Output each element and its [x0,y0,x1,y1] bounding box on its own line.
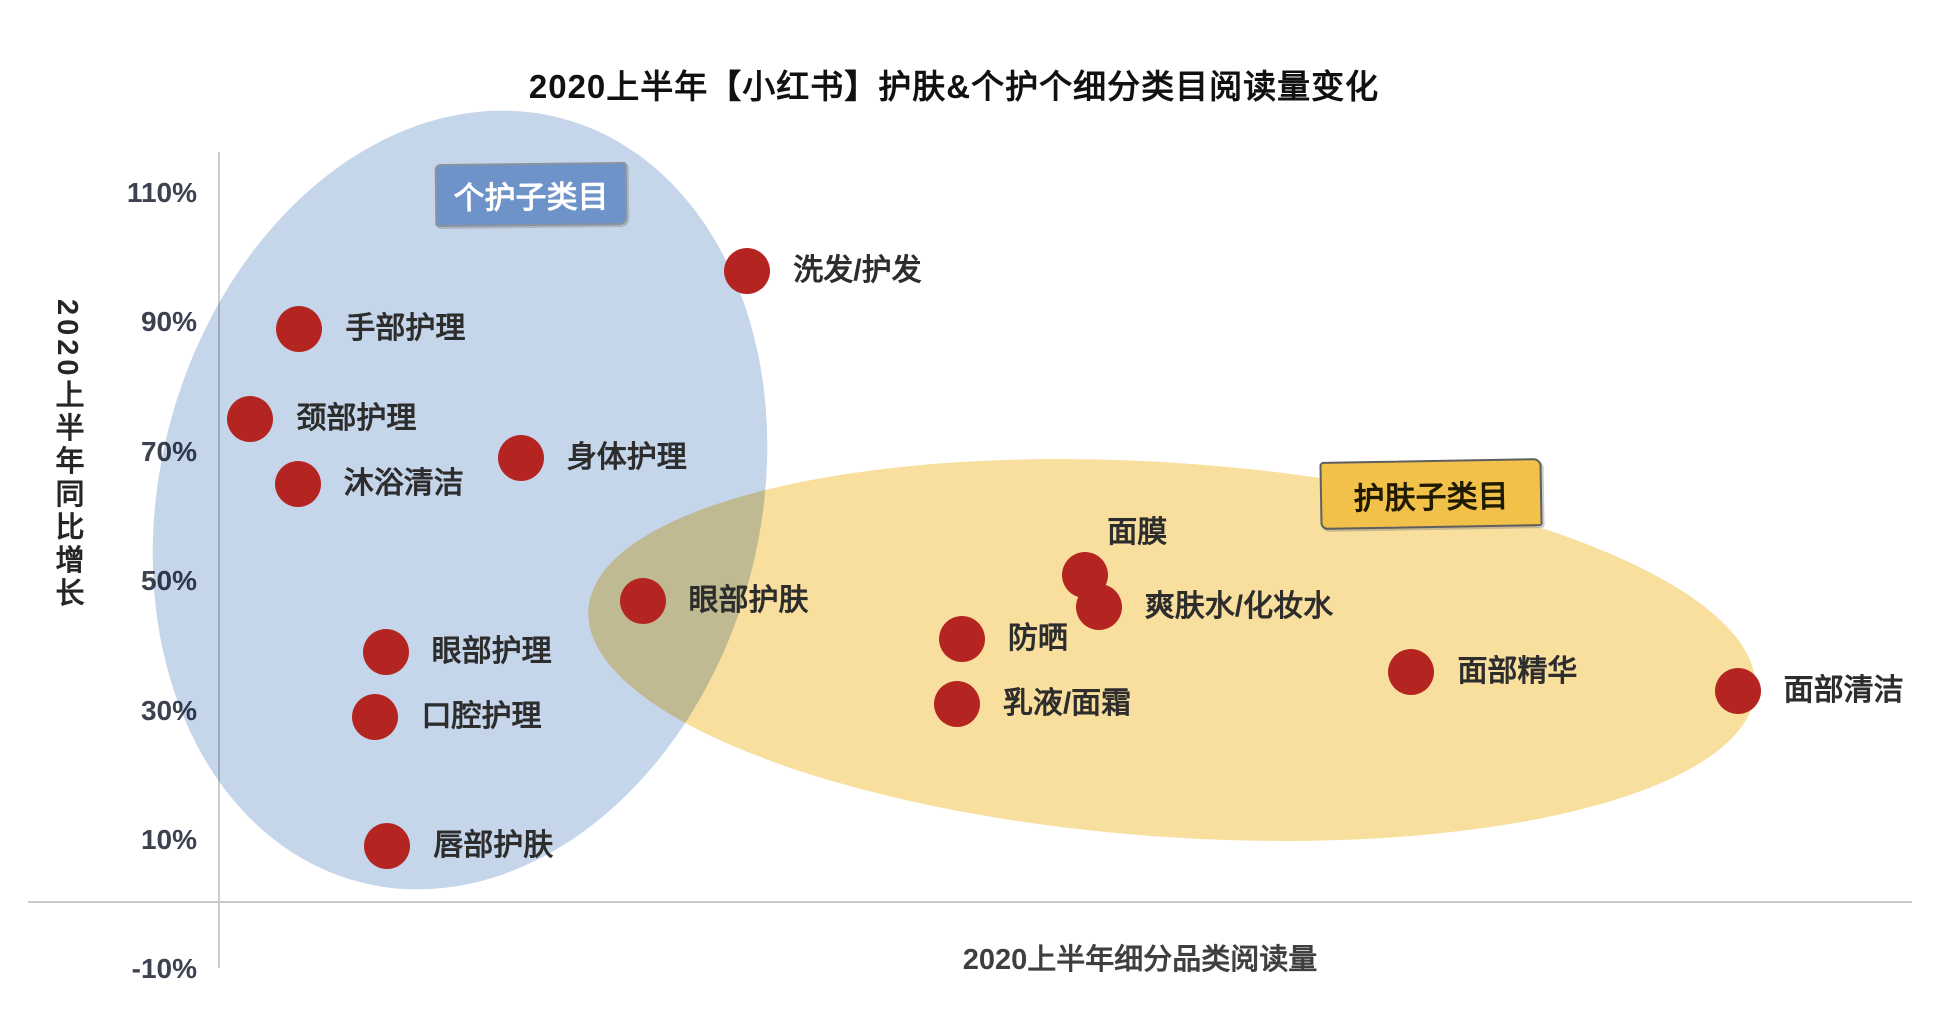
data-point-label: 眼部护理 [431,635,552,669]
data-point-label: 面部清洁 [1783,674,1904,708]
personal-care-group-label: 个护子类目 [434,161,628,228]
data-point-dot [938,616,985,663]
data-point-label: 防晒 [1007,622,1068,656]
data-point-label: 乳液/面霜 [1002,687,1132,721]
data-point-dot [933,681,980,728]
chart-title: 2020上半年【小红书】护肤&个护个细分类目阅读量变化 [528,68,1380,105]
data-point-label: 沐浴清洁 [343,467,464,501]
data-point-dot [1075,584,1122,631]
data-point-dot [274,461,321,508]
y-tick-label: 110% [126,177,197,208]
data-point-dot [1388,648,1435,695]
data-point-label: 眼部护肤 [688,583,809,617]
data-point-dot [364,823,411,870]
data-point-dot [352,694,399,741]
y-tick-label: 30% [140,694,197,726]
skincare-group-label: 护肤子类目 [1319,458,1543,530]
data-point-label: 颈部护理 [296,402,417,436]
data-point-label: 面膜 [1107,515,1168,549]
data-point-dot [724,247,771,294]
y-tick-label: -10% [131,953,197,985]
x-axis-line [28,901,1912,903]
data-point-dot [362,629,409,676]
data-point-label: 唇部护肤 [433,829,554,863]
data-point-dot [1714,668,1761,715]
data-point-label: 身体护理 [566,441,687,475]
data-point-dot [619,577,666,624]
y-tick-label: 10% [140,824,197,855]
data-point-dot [227,396,274,443]
y-tick-label: 90% [140,306,197,338]
y-axis-title: 2020上半年同比增长 [51,299,83,611]
data-point-dot [276,305,323,352]
data-point-label: 手部护理 [345,311,466,345]
data-point-label: 爽肤水/化妆水 [1144,590,1334,624]
data-point-label: 口腔护理 [421,700,542,734]
data-point-label: 面部精华 [1457,654,1578,688]
x-axis-title: 2020上半年细分品类阅读量 [962,944,1318,976]
data-point-dot [497,435,544,482]
data-point-label: 洗发/护发 [793,253,922,287]
